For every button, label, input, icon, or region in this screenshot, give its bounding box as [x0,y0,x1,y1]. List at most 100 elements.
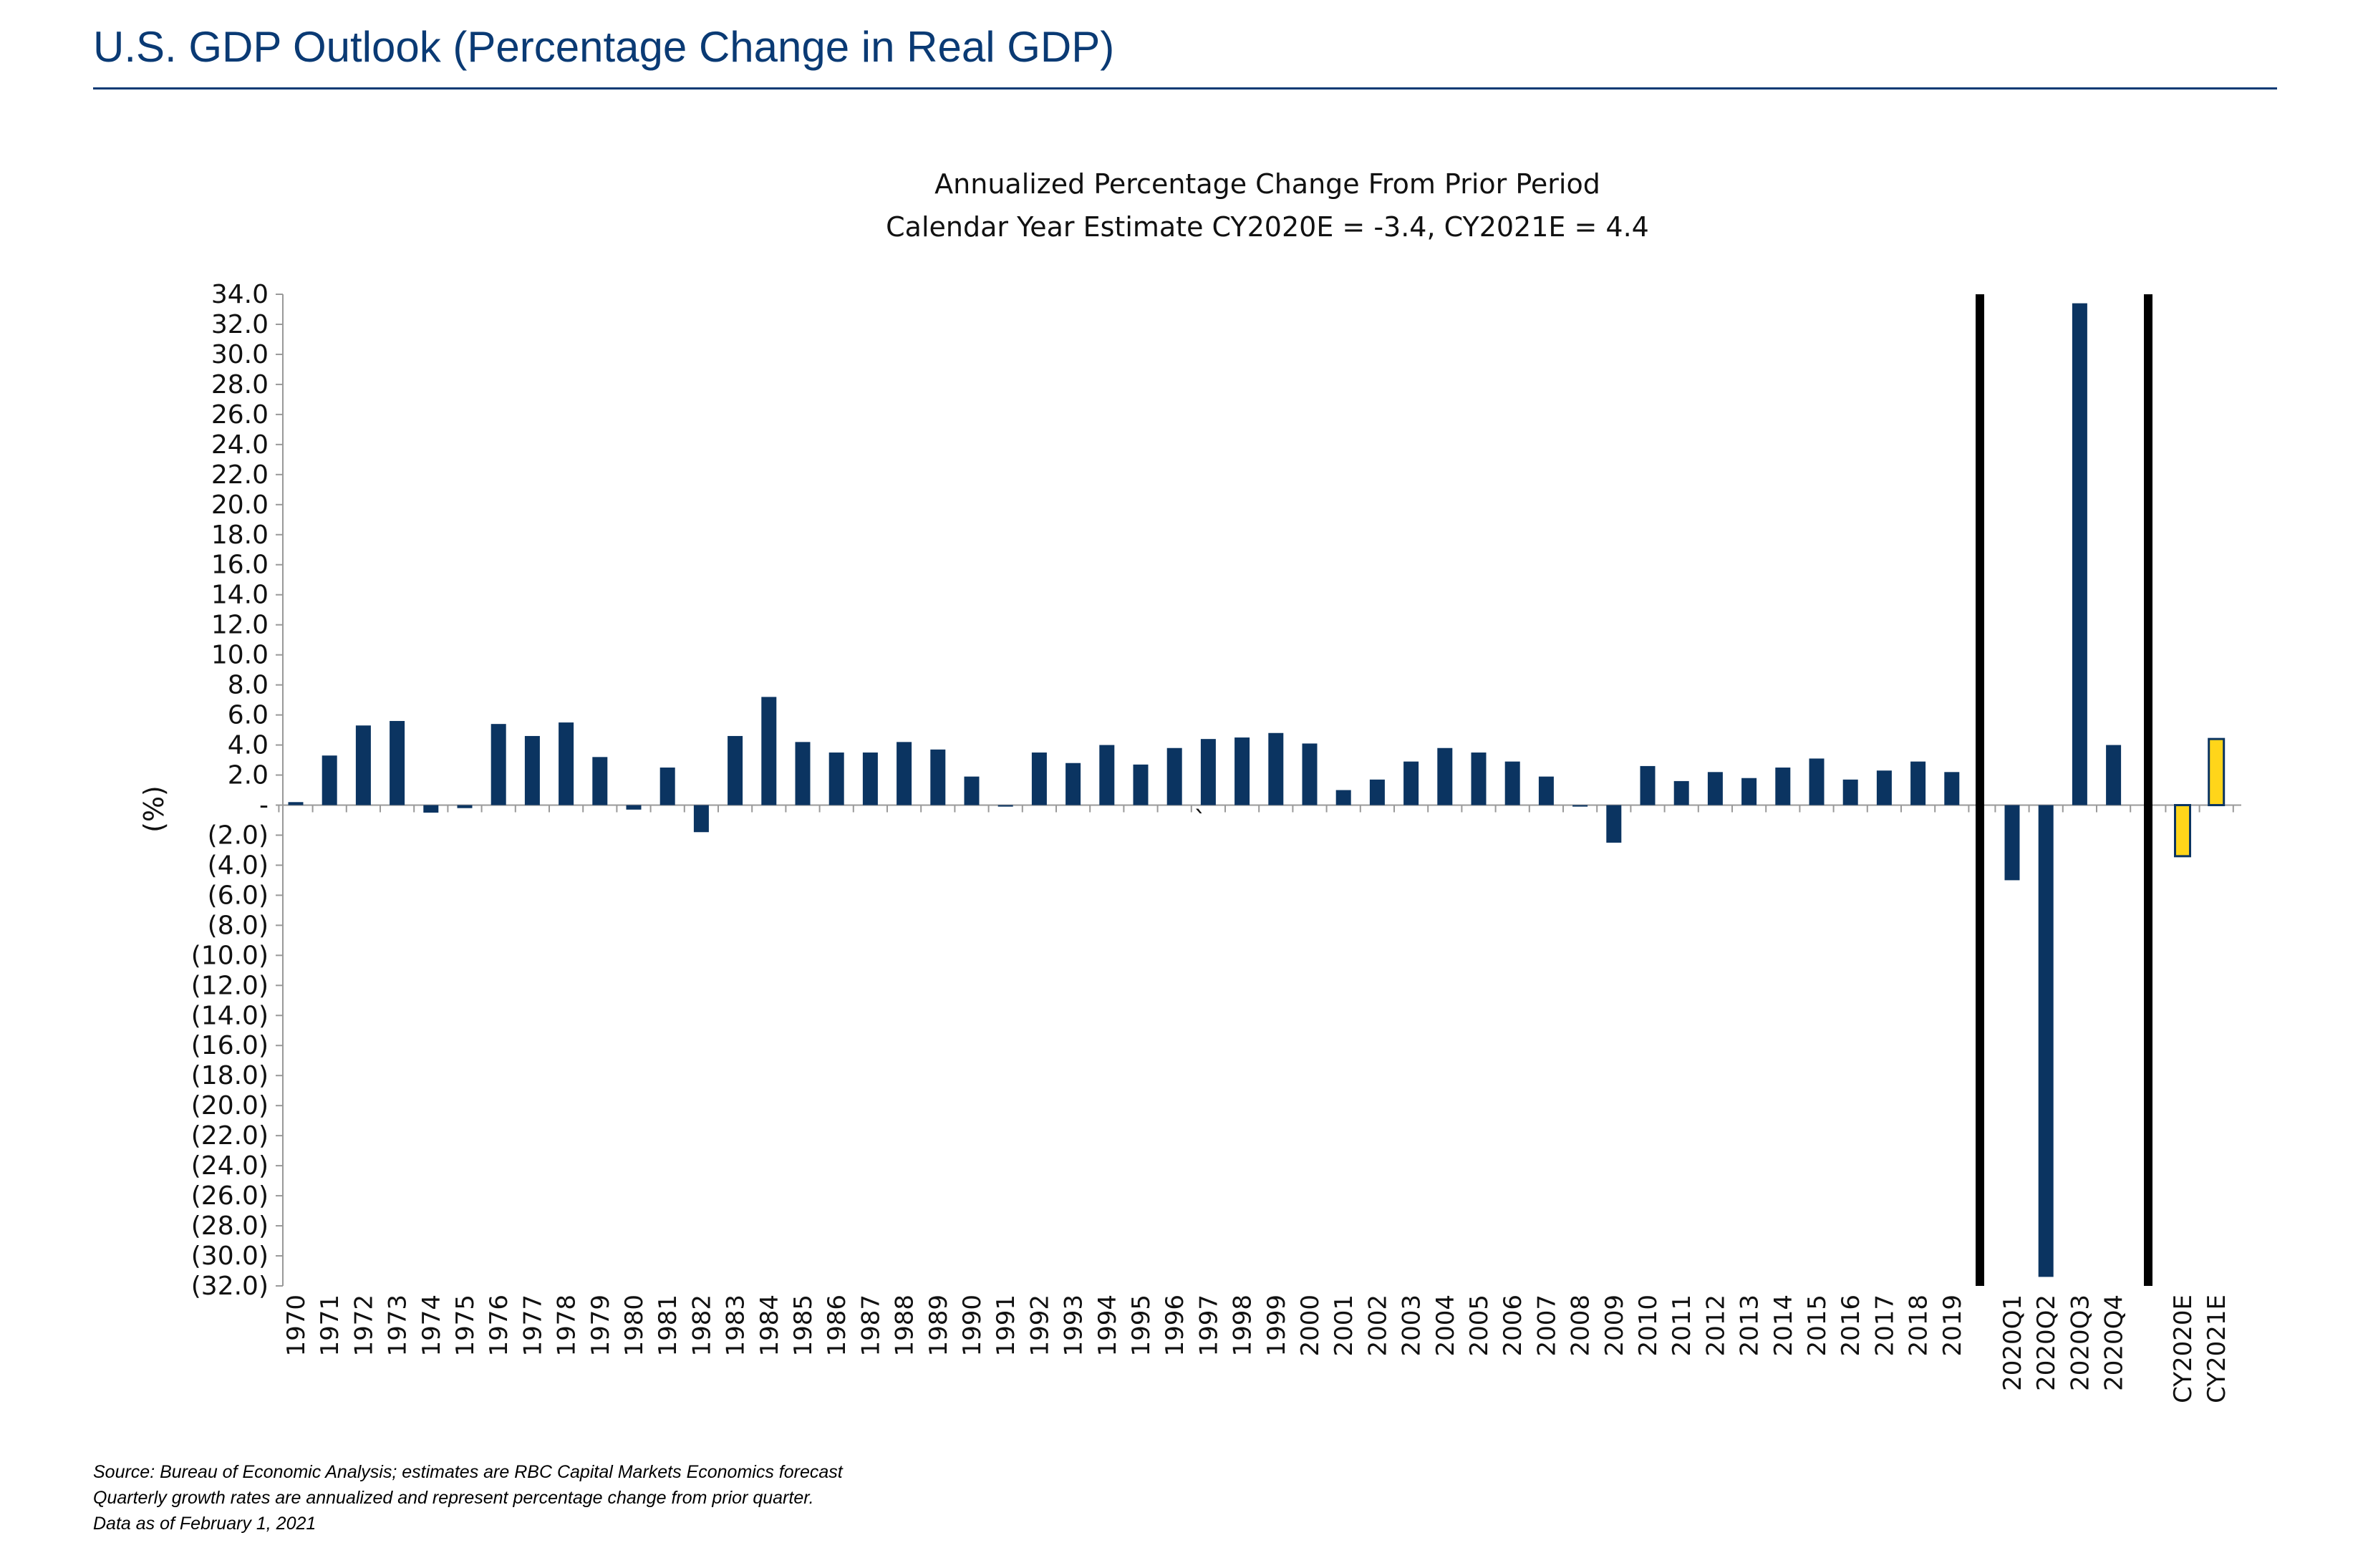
bar-1981 [659,768,675,805]
y-tick-label: 10.0 [211,641,269,670]
bar-1997 [1200,739,1216,805]
x-label-2001: 2001 [1330,1294,1358,1357]
y-tick-label: 22.0 [211,460,269,490]
x-label-1985: 1985 [789,1294,818,1357]
x-label-2007: 2007 [1532,1294,1561,1357]
bar-CY2020E [2174,803,2191,858]
footnote-date: Data as of February 1, 2021 [93,1514,316,1534]
y-tick-label: (28.0) [191,1211,269,1241]
x-label-1993: 1993 [1060,1294,1088,1357]
bar-1993 [1065,763,1081,805]
x-label-2003: 2003 [1398,1294,1426,1357]
x-label-2020Q1: 2020Q1 [1999,1294,2027,1391]
y-tick-label: (30.0) [191,1242,269,1271]
x-label-2012: 2012 [1701,1294,1730,1357]
bar-2020Q1 [2004,805,2020,881]
x-label-1986: 1986 [823,1294,851,1357]
x-label-1977: 1977 [518,1294,547,1357]
y-tick-label: (26.0) [191,1181,269,1211]
x-label-2017: 2017 [1870,1294,1899,1357]
y-tick-label: 2.0 [228,761,269,790]
x-label-2010: 2010 [1634,1294,1663,1357]
bar-2014 [1775,768,1791,805]
x-label-1978: 1978 [553,1294,581,1357]
bar-2020Q4 [2106,745,2122,805]
x-label-1972: 1972 [349,1294,378,1357]
y-axis-tick-labels: 34.032.030.028.026.024.022.020.018.016.0… [191,280,283,1301]
bar-2018 [1910,761,1926,805]
y-tick-label: (12.0) [191,971,269,1000]
x-label-2019: 2019 [1938,1294,1967,1357]
y-tick-label: (2.0) [208,821,269,850]
y-tick-label: - [259,790,269,820]
bar-1988 [897,742,912,805]
y-tick-label: (24.0) [191,1151,269,1181]
y-tick-label: (20.0) [191,1091,269,1121]
bar-1989 [930,749,946,805]
bar-1982 [693,805,709,833]
bar-2006 [1504,761,1520,805]
x-label-CY2021E: CY2021E [2203,1294,2231,1403]
y-tick-label: 32.0 [211,310,269,339]
bar-1976 [491,724,506,805]
y-tick-label: (14.0) [191,1001,269,1030]
x-label-2016: 2016 [1837,1294,1865,1357]
x-label-1970: 1970 [282,1294,311,1357]
bar-2016 [1842,779,1858,805]
chart-title: Annualized Percentage Change From Prior … [934,168,1600,200]
x-label-2020Q2: 2020Q2 [2032,1294,2061,1391]
bar-1986 [828,752,844,805]
y-tick-label: 16.0 [211,551,269,580]
bar-2008 [1572,805,1588,807]
x-label-1996: 1996 [1161,1294,1189,1357]
y-tick-label: 30.0 [211,340,269,369]
bar-1972 [355,725,371,805]
bar-2001 [1335,790,1351,805]
bars-group [288,303,2226,1277]
bar-1998 [1234,737,1250,805]
y-tick-label: (18.0) [191,1061,269,1090]
y-tick-label: 4.0 [228,731,269,760]
footnote-source: Source: Bureau of Economic Analysis; est… [93,1462,843,1482]
bar-1977 [524,735,540,805]
x-label-2002: 2002 [1363,1294,1392,1357]
x-label-2018: 2018 [1905,1294,1933,1357]
y-tick-label: 6.0 [228,701,269,730]
y-tick-label: (8.0) [208,911,269,940]
y-tick-label: (16.0) [191,1031,269,1060]
x-label-1989: 1989 [924,1294,953,1357]
bar-2004 [1437,747,1453,805]
title-divider [93,87,2277,89]
y-tick-label: 20.0 [211,490,269,520]
x-label-1997: 1997 [1194,1294,1223,1357]
x-label-1976: 1976 [485,1294,513,1357]
bar-1996 [1166,747,1182,805]
x-label-1988: 1988 [891,1294,919,1357]
x-label-1975: 1975 [451,1294,480,1357]
footnotes: Source: Bureau of Economic Analysis; est… [93,1459,843,1536]
x-label-1983: 1983 [722,1294,750,1357]
x-label-2015: 2015 [1803,1294,1832,1357]
x-label-CY2020E: CY2020E [2169,1294,2198,1403]
x-label-1995: 1995 [1127,1294,1156,1357]
x-axis-tick-marks [278,805,2234,813]
bar-CY2021E [2208,737,2226,806]
y-tick-label: 28.0 [211,370,269,400]
x-label-1998: 1998 [1229,1294,1257,1357]
x-label-2005: 2005 [1465,1294,1494,1357]
x-label-1987: 1987 [856,1294,885,1357]
footnote-quarterly: Quarterly growth rates are annualized an… [93,1488,814,1508]
x-label-2000: 2000 [1296,1294,1325,1357]
x-axis-tick-labels: 1970 1971 1972 1973 1974 1975 1976 1977 1978 1979… [282,1294,2231,1403]
y-tick-label: 26.0 [211,400,269,430]
y-tick-label: (4.0) [208,851,269,880]
x-label-1992: 1992 [1025,1294,1054,1357]
bar-1971 [322,755,337,805]
x-label-1994: 1994 [1093,1294,1122,1357]
bar-1999 [1268,732,1284,805]
x-label-1984: 1984 [755,1294,784,1357]
x-label-1981: 1981 [654,1294,682,1357]
bar-2013 [1741,778,1757,805]
bar-1984 [761,697,777,805]
